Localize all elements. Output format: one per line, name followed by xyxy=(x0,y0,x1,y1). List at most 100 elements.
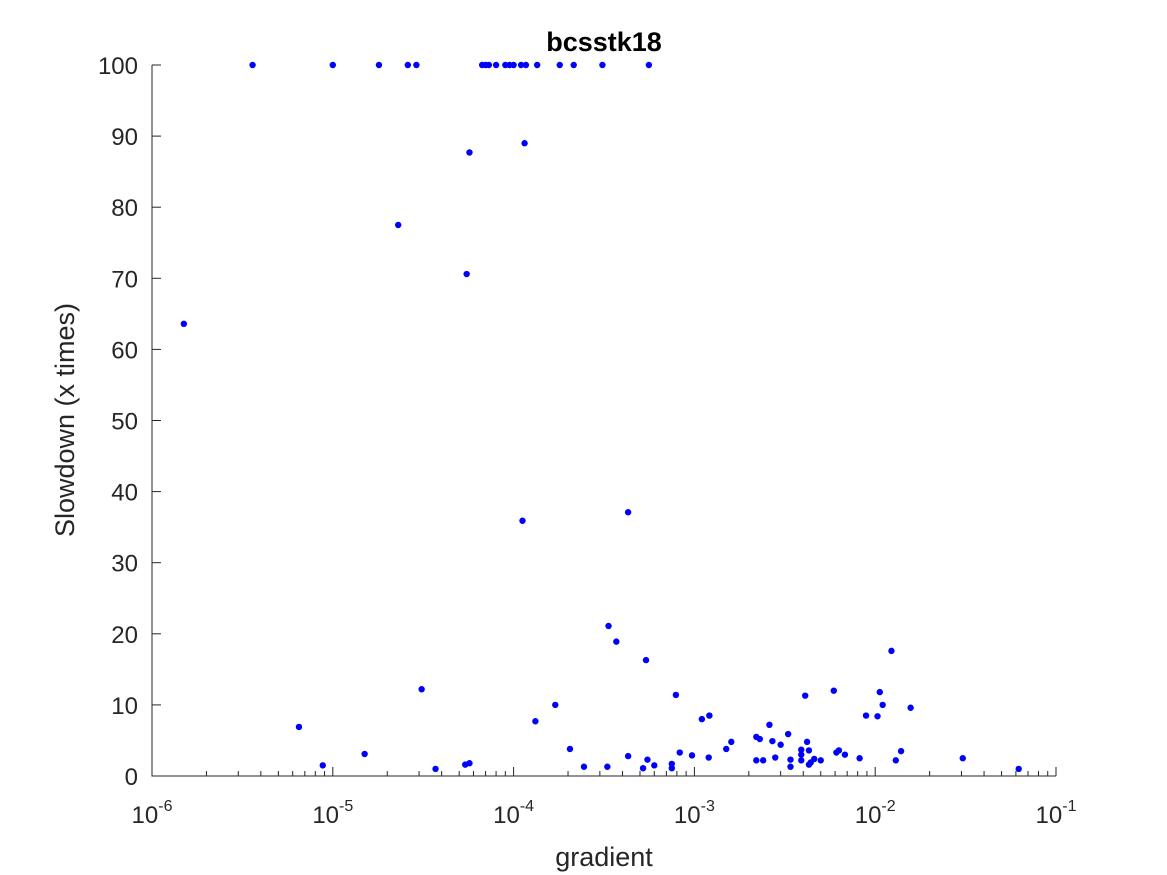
data-point xyxy=(566,745,574,753)
data-point xyxy=(375,61,383,69)
data-point xyxy=(897,747,905,755)
data-point xyxy=(862,712,870,719)
y-tick-label: 70 xyxy=(111,266,138,293)
data-point xyxy=(404,61,412,69)
data-point xyxy=(556,61,563,69)
data-point xyxy=(856,755,863,762)
data-point xyxy=(874,713,881,720)
data-point xyxy=(604,763,611,770)
x-tick-exponent: -6 xyxy=(158,798,172,815)
data-point xyxy=(249,61,256,69)
data-point xyxy=(485,61,493,69)
data-point xyxy=(532,718,539,725)
data-point xyxy=(811,755,818,763)
y-axis-label: Slowdown (x times) xyxy=(50,303,80,537)
data-point xyxy=(777,741,784,748)
data-point xyxy=(645,61,653,69)
x-tick-base: 10 xyxy=(855,802,882,829)
data-point xyxy=(798,757,805,764)
data-point xyxy=(907,704,914,711)
data-point xyxy=(599,61,606,69)
data-point xyxy=(639,764,647,772)
data-point xyxy=(705,754,712,761)
y-tick-label: 0 xyxy=(125,764,138,791)
data-point xyxy=(395,221,402,229)
chart-title: bcsstk18 xyxy=(546,27,662,57)
data-point xyxy=(329,61,336,69)
data-point xyxy=(570,61,577,69)
data-point xyxy=(613,638,620,645)
data-point xyxy=(519,517,526,524)
data-point xyxy=(413,61,420,69)
y-tick-label: 90 xyxy=(111,124,138,151)
data-point xyxy=(798,746,805,753)
data-point xyxy=(698,715,706,723)
data-point xyxy=(624,509,632,516)
data-point xyxy=(580,763,588,770)
data-points xyxy=(180,61,1022,773)
x-tick-exponent: -1 xyxy=(1062,798,1076,815)
data-point xyxy=(522,61,530,69)
y-tick-label: 50 xyxy=(111,409,138,436)
data-point xyxy=(517,61,525,69)
data-point xyxy=(624,752,632,760)
data-point xyxy=(466,149,473,156)
data-point xyxy=(772,754,779,761)
data-point xyxy=(892,757,900,764)
data-point xyxy=(753,757,760,764)
data-point xyxy=(361,750,368,758)
data-point xyxy=(830,687,837,694)
data-point xyxy=(605,622,612,630)
data-point xyxy=(1015,765,1022,773)
x-axis-ticks: 10-6 10-5 10-4 10-3 10-2 10-1 xyxy=(132,767,1077,829)
x-tick-label: 10-1 xyxy=(1036,798,1077,829)
data-point xyxy=(688,752,696,759)
data-point xyxy=(784,730,792,738)
data-point xyxy=(841,751,849,758)
x-tick-label: 10-3 xyxy=(674,798,715,829)
data-point xyxy=(672,691,680,699)
x-tick-exponent: -3 xyxy=(701,798,715,815)
data-point xyxy=(756,735,764,743)
data-point xyxy=(805,747,813,754)
data-point xyxy=(492,61,500,69)
x-tick-base: 10 xyxy=(674,802,701,829)
y-tick-label: 60 xyxy=(111,337,138,364)
x-tick-base: 10 xyxy=(1036,802,1063,829)
data-point xyxy=(432,765,439,773)
data-point xyxy=(668,760,676,768)
data-point xyxy=(521,140,528,147)
data-point xyxy=(533,61,541,69)
x-tick-exponent: -4 xyxy=(520,798,534,815)
data-point xyxy=(642,656,650,664)
x-axis-label: gradient xyxy=(555,842,653,872)
data-point xyxy=(644,756,651,763)
data-point xyxy=(295,723,303,731)
data-point xyxy=(319,762,326,769)
data-point xyxy=(769,737,776,745)
data-point xyxy=(180,320,188,328)
data-point xyxy=(888,647,895,655)
x-tick-exponent: -2 xyxy=(881,798,895,815)
data-point xyxy=(418,686,425,693)
data-point xyxy=(787,763,794,770)
data-point xyxy=(835,747,843,754)
x-tick-label: 10-4 xyxy=(493,798,534,829)
x-tick-label: 10-2 xyxy=(855,798,896,829)
data-point xyxy=(463,270,470,278)
data-point xyxy=(723,745,730,753)
data-point xyxy=(552,701,559,709)
data-point xyxy=(876,688,883,696)
y-tick-label: 20 xyxy=(111,622,138,649)
axis-frame xyxy=(151,65,1056,777)
x-tick-base: 10 xyxy=(493,802,520,829)
data-point xyxy=(466,760,473,767)
data-point xyxy=(798,751,805,758)
y-tick-label: 40 xyxy=(111,480,138,507)
data-point xyxy=(959,755,966,762)
y-tick-label: 10 xyxy=(111,693,138,720)
x-tick-base: 10 xyxy=(132,802,159,829)
data-point xyxy=(728,738,735,746)
y-tick-label: 80 xyxy=(111,195,138,222)
